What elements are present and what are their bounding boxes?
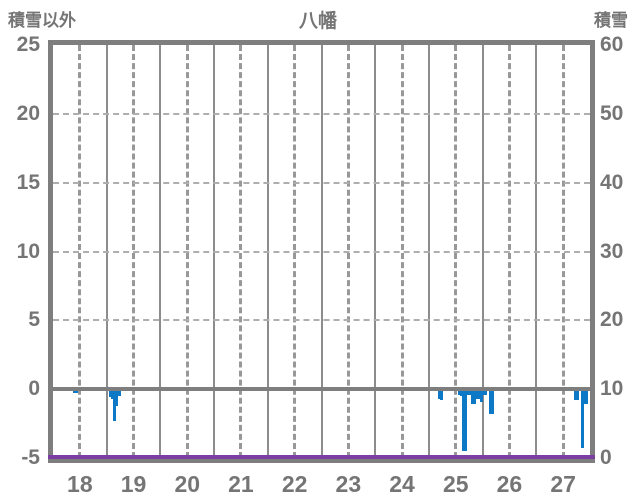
- x-axis-tick-label: 21: [228, 471, 254, 497]
- left-axis-tick-label: 10: [16, 239, 40, 263]
- hourly-bar: [460, 389, 463, 397]
- plot-inner: [53, 45, 590, 458]
- hourly-bar: [117, 389, 121, 397]
- hourly-bar: [469, 389, 472, 395]
- x-axis-tick-label: 26: [496, 471, 523, 497]
- x-axis-tick-label: 18: [67, 471, 93, 497]
- x-axis-tick-label: 22: [281, 471, 308, 497]
- hourly-bar: [574, 389, 577, 401]
- right-axis-tick-label: 10: [600, 377, 624, 401]
- left-axis-tick-label: 5: [28, 308, 40, 332]
- left-axis-tick-label: 25: [16, 33, 40, 56]
- hourly-bar: [482, 389, 486, 395]
- right-axis-title: 積雪: [594, 11, 628, 30]
- gridline-horizontal: [53, 181, 590, 184]
- gridline-horizontal: [53, 319, 590, 322]
- hourly-bar: [576, 389, 580, 401]
- hourly-bar: [466, 389, 470, 395]
- hourly-bar: [440, 389, 443, 401]
- hourly-bar: [113, 389, 117, 421]
- left-axis-title: 積雪以外: [8, 11, 76, 30]
- hourly-bar: [480, 389, 483, 402]
- hourly-bar: [75, 389, 78, 394]
- hourly-bar: [478, 389, 481, 399]
- hourly-bar: [489, 389, 492, 414]
- hourly-bar: [111, 389, 114, 399]
- plot-area: [48, 40, 595, 463]
- right-axis-tick-label: 30: [600, 239, 624, 263]
- chart-title: 八幡: [298, 11, 337, 32]
- hourly-bar: [583, 389, 586, 405]
- left-axis-tick-label: -5: [21, 446, 40, 469]
- hourly-bar: [115, 389, 119, 406]
- left-axis-tick-label: 0: [28, 377, 40, 401]
- hourly-bar: [475, 389, 479, 399]
- x-axis-tick-label: 25: [442, 471, 469, 497]
- hourly-bar: [585, 389, 589, 405]
- x-axis-tick-label: 27: [550, 471, 576, 497]
- right-axis-tick-label: 20: [600, 308, 624, 332]
- x-axis-tick-label: 19: [120, 471, 147, 497]
- right-axis-tick-label: 60: [600, 33, 624, 56]
- right-axis-tick-label: 40: [600, 170, 624, 194]
- hourly-bar: [484, 389, 488, 395]
- zero-line: [53, 387, 590, 392]
- hourly-bar: [581, 389, 584, 449]
- hourly-bar: [464, 389, 468, 452]
- hourly-bar: [457, 389, 461, 395]
- hourly-bar: [73, 389, 76, 394]
- gridline-horizontal: [53, 250, 590, 253]
- left-axis-tick-label: 15: [16, 170, 40, 194]
- hourly-bar: [437, 389, 441, 399]
- right-axis-tick-label: 50: [600, 101, 624, 125]
- gridline-horizontal: [53, 112, 590, 115]
- hourly-bar: [473, 389, 477, 405]
- right-axis-tick-label: 0: [600, 446, 612, 469]
- snow-depth-line: [48, 455, 595, 459]
- hourly-bar: [491, 389, 495, 414]
- x-axis-tick-label: 20: [174, 471, 201, 497]
- x-axis-tick-label: 24: [389, 471, 415, 497]
- left-axis-tick-label: 20: [16, 101, 40, 125]
- x-axis-tick-label: 23: [335, 471, 362, 497]
- hourly-bar: [471, 389, 475, 405]
- hourly-bar: [108, 389, 112, 398]
- hourly-bar: [462, 389, 466, 452]
